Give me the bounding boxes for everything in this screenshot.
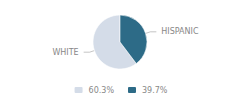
svg-text:39.7%: 39.7% xyxy=(142,86,168,95)
svg-text:HISPANIC: HISPANIC xyxy=(161,27,199,36)
svg-text:60.3%: 60.3% xyxy=(89,86,115,95)
svg-text:WHITE: WHITE xyxy=(52,48,78,57)
